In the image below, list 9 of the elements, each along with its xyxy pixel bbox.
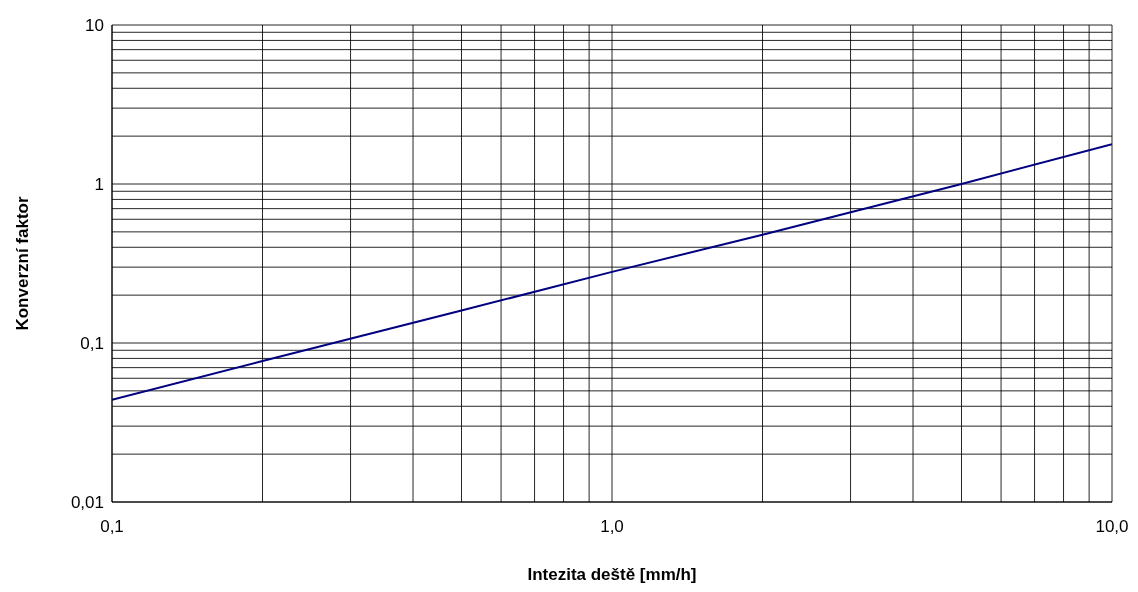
x-tick-label: 10,0 [1095,517,1129,537]
y-tick-label: 10 [85,16,104,36]
y-tick-label: 0,1 [80,334,104,354]
x-tick-label: 1,0 [600,517,624,537]
x-axis-title: Intezita deště [mm/h] [527,565,697,584]
y-tick-label: 1 [94,175,104,195]
x-tick-label: 0,1 [100,517,124,537]
y-axis-title: Konverzní faktor [13,196,33,331]
y-tick-label: 0,01 [70,493,104,513]
